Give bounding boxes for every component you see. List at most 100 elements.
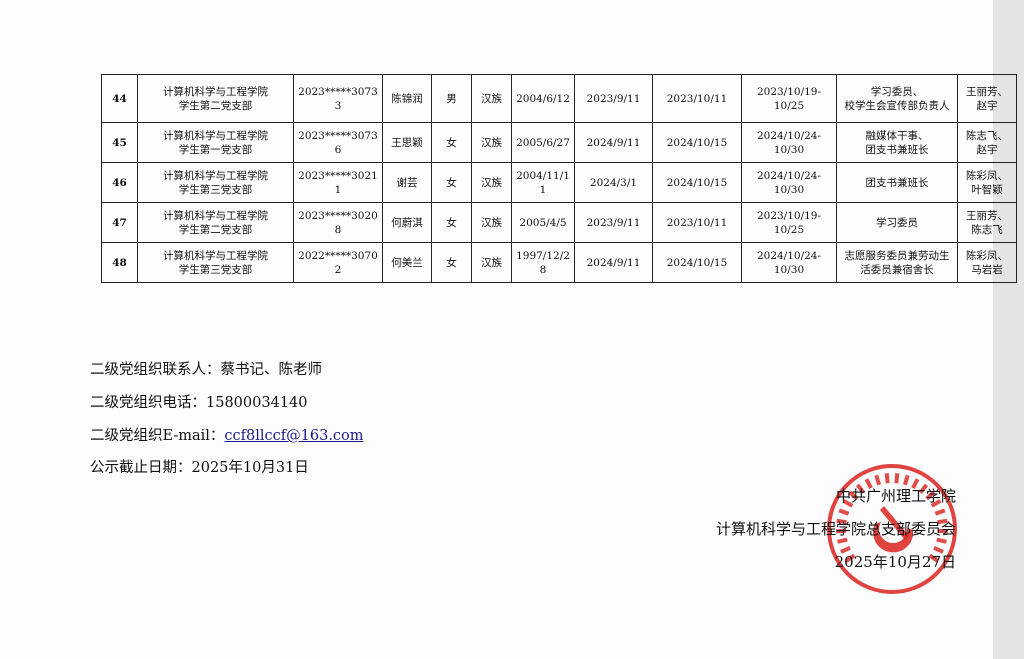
cell-ethnicity: 汉族 (471, 74, 512, 123)
org-line: 学生第一党支部 (178, 143, 253, 156)
duties-line: 融媒体干事、 (865, 129, 929, 142)
signature-date: 2025年10月27日 (834, 553, 956, 571)
training-period-line: 10/25 (773, 223, 805, 236)
candidate-table: 44 计算机科学与工程学院 学生第二党支部 2023*****30733 陈锦润男汉族 2… (101, 74, 1017, 283)
org-line: 计算机科学与工程学院 (163, 129, 268, 142)
cell-gender: 女 (431, 122, 472, 163)
seal-glyph-mark (848, 490, 859, 501)
seal-glyph-mark (928, 553, 940, 563)
seal-glyph-mark (837, 537, 848, 544)
cell-contacts: 陈志飞、 赵宇 (957, 122, 1017, 163)
duties-line: 校学生会宣传部负责人 (844, 99, 950, 112)
cell-activist-date: 2024/10/15 (652, 242, 742, 283)
contact-line: 二级党组织联系人：蔡书记、陈老师 (90, 358, 322, 379)
email-link[interactable]: ccf8llccf@163.com (224, 428, 364, 444)
training-period-line: 10/25 (773, 99, 805, 112)
org-line: 计算机科学与工程学院 (163, 209, 268, 222)
cell-birth-date: 2004/6/12 (511, 74, 575, 123)
cell-contacts: 陈彩凤、 马岩岩 (957, 242, 1017, 283)
cell-no: 47 (101, 202, 138, 243)
seal-glyph-mark (930, 499, 942, 508)
email-label: 二级党组织E-mail： (90, 428, 225, 444)
phone-value: 15800034140 (206, 395, 308, 411)
cell-activist-date: 2024/10/15 (652, 162, 742, 203)
seal-glyph-mark (840, 545, 851, 554)
contact-label: 二级党组织联系人： (90, 362, 221, 378)
cell-birth-date: 2005/6/27 (511, 122, 575, 163)
cell-birth-date: 2004/11/11 (511, 162, 575, 203)
cell-contacts: 王丽芳、 陈志飞 (957, 202, 1017, 243)
cell-name: 陈锦润 (382, 74, 432, 123)
cell-application-date: 2024/9/11 (574, 242, 653, 283)
cell-org: 计算机科学与工程学院 学生第三党支部 (137, 242, 294, 283)
cell-student-id: 2023*****30736 (293, 122, 383, 163)
seal-glyph-mark (838, 508, 850, 516)
training-period-line: 2024/10/24- (756, 129, 822, 142)
contacts-line: 王丽芳、 (966, 209, 1008, 222)
email-line: 二级党组织E-mail：ccf8llccf@163.com (90, 424, 364, 445)
training-period-line: 10/30 (773, 263, 805, 276)
cell-no: 45 (101, 122, 138, 163)
cell-application-date: 2024/9/11 (574, 122, 653, 163)
cell-ethnicity: 汉族 (471, 242, 512, 283)
cell-org: 计算机科学与工程学院 学生第二党支部 (137, 74, 294, 123)
table-row: 47 计算机科学与工程学院 学生第二党支部 2023*****30208 何蔚淇女汉族 2… (101, 202, 1017, 243)
duties-line: 团支书兼班长 (865, 176, 929, 189)
cell-duties: 团支书兼班长 (836, 162, 958, 203)
cell-gender: 男 (431, 74, 472, 123)
phone-line: 二级党组织电话：15800034140 (90, 391, 307, 412)
org-line: 学生第三党支部 (178, 263, 253, 276)
cell-org: 计算机科学与工程学院 学生第一党支部 (137, 122, 294, 163)
cell-name: 何美兰 (382, 242, 432, 283)
org-line: 学生第二党支部 (178, 99, 253, 112)
cell-no: 46 (101, 162, 138, 203)
cell-application-date: 2023/9/11 (574, 202, 653, 243)
cell-ethnicity: 汉族 (471, 162, 512, 203)
seal-glyph-mark (864, 478, 873, 489)
cell-training-period: 2023/10/19- 10/25 (741, 202, 837, 243)
signature-org-line1: 中共广州理工学院 (835, 487, 956, 505)
contact-value: 蔡书记、陈老师 (220, 362, 323, 378)
cell-birth-date: 2005/4/5 (511, 202, 575, 243)
seal-glyph-mark (918, 483, 929, 495)
cell-ethnicity: 汉族 (471, 202, 512, 243)
seal-glyph-mark (925, 490, 936, 501)
table-row: 48 计算机科学与工程学院 学生第三党支部 2022*****30702 何美兰女汉族 1… (101, 242, 1017, 283)
seal-hammer-shape (880, 506, 909, 540)
contacts-line: 陈彩凤、 (966, 169, 1008, 182)
cell-gender: 女 (431, 242, 472, 283)
deadline-line: 公示截止日期：2025年10月31日 (90, 456, 309, 477)
cell-no: 44 (101, 74, 138, 123)
contacts-line: 赵宇 (976, 143, 998, 156)
cell-name: 王思颖 (382, 122, 432, 163)
cell-training-period: 2023/10/19- 10/25 (741, 74, 837, 123)
duties-line: 学习委员、 (870, 85, 924, 98)
cell-contacts: 陈彩凤、 叶智颖 (957, 162, 1017, 203)
table-row: 44 计算机科学与工程学院 学生第二党支部 2023*****30733 陈锦润男汉族 2… (101, 74, 1017, 123)
cell-activist-date: 2023/10/11 (652, 74, 742, 123)
seal-glyph-mark (855, 483, 866, 495)
training-period-line: 2023/10/19- (756, 85, 822, 98)
seal-glyph-mark (894, 473, 900, 484)
seal-lettering-marks (835, 473, 949, 563)
seal-glyph-mark (836, 518, 847, 525)
seal-glyph-mark (874, 474, 882, 486)
cell-ethnicity: 汉族 (471, 122, 512, 163)
seal-glyph-mark (844, 553, 856, 563)
contacts-line: 王丽芳、 (966, 85, 1008, 98)
training-period-line: 2023/10/19- (756, 209, 822, 222)
training-period-line: 10/30 (773, 143, 805, 156)
seal-glyph-mark (934, 508, 946, 516)
phone-label: 二级党组织电话： (90, 395, 206, 411)
cell-gender: 女 (431, 162, 472, 203)
duties-line: 活委员兼宿舍长 (860, 263, 934, 276)
cell-student-id: 2023*****30211 (293, 162, 383, 203)
seal-glyph-mark (936, 537, 947, 544)
org-line: 计算机科学与工程学院 (163, 169, 268, 182)
seal-glyph-mark (884, 473, 890, 484)
cell-gender: 女 (431, 202, 472, 243)
cell-activist-date: 2023/10/11 (652, 202, 742, 243)
cell-student-id: 2023*****30733 (293, 74, 383, 123)
official-seal-stamp (827, 464, 957, 594)
contacts-line: 陈志飞 (971, 223, 1003, 236)
